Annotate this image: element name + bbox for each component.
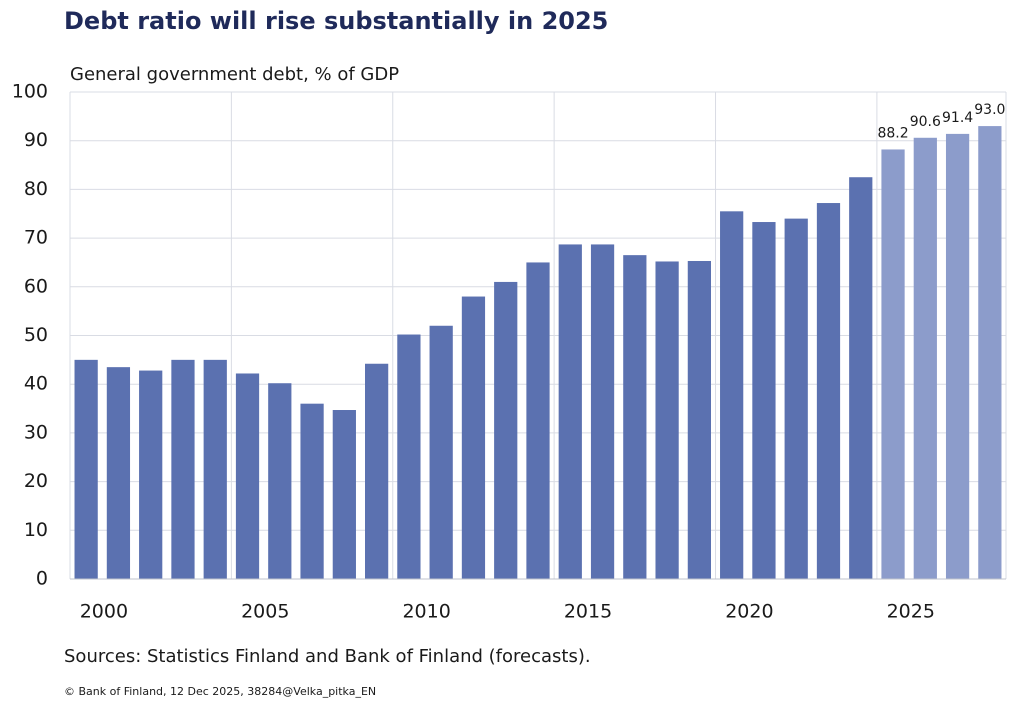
bar <box>235 373 260 579</box>
value-label: 93.0 <box>974 102 1005 118</box>
y-tick-label: 20 <box>24 470 48 492</box>
value-label: 90.6 <box>910 114 941 130</box>
bar <box>590 244 615 579</box>
x-tick-label: 2005 <box>241 601 289 623</box>
y-tick-label: 50 <box>24 324 48 346</box>
footer: © Bank of Finland, 12 Dec 2025, 38284@Ve… <box>64 685 376 698</box>
bar <box>978 126 1002 579</box>
source: Sources: Statistics Finland and Bank of … <box>64 646 591 667</box>
bar <box>429 325 453 579</box>
y-tick-label: 80 <box>24 178 48 200</box>
bar <box>106 367 131 579</box>
value-label: 91.4 <box>942 110 973 126</box>
y-tick-label: 90 <box>24 129 48 151</box>
bar <box>526 262 550 579</box>
bar <box>139 370 163 579</box>
bar <box>720 211 744 579</box>
bar <box>913 137 937 579</box>
value-label: 88.2 <box>877 125 908 141</box>
bar <box>203 359 227 579</box>
y-tick-label: 10 <box>24 519 48 541</box>
y-tick-label: 60 <box>24 275 48 297</box>
bar <box>74 359 98 579</box>
x-tick-label: 2025 <box>887 601 935 623</box>
bar <box>655 261 679 579</box>
bar <box>494 281 518 579</box>
bar <box>752 222 776 580</box>
bar <box>171 359 195 579</box>
y-tick-label: 70 <box>24 227 48 249</box>
bar <box>816 203 841 579</box>
bar <box>365 363 389 579</box>
bar <box>558 244 582 579</box>
bar <box>623 255 647 579</box>
bar <box>945 133 970 579</box>
bar <box>784 218 808 579</box>
y-tick-label: 30 <box>24 421 48 443</box>
bar <box>461 296 486 579</box>
bar <box>397 334 421 579</box>
x-tick-label: 2020 <box>725 601 773 623</box>
x-tick-label: 2015 <box>564 601 612 623</box>
y-tick-label: 40 <box>24 373 48 395</box>
y-tick-label: 100 <box>12 81 48 103</box>
bar <box>268 383 292 579</box>
x-tick-label: 2000 <box>80 601 128 623</box>
x-tick-label: 2010 <box>402 601 450 623</box>
bar <box>300 403 324 579</box>
bar <box>881 149 905 579</box>
bar <box>332 410 356 579</box>
bar <box>849 177 873 579</box>
bar <box>687 260 711 579</box>
subtitle: General government debt, % of GDP <box>70 64 399 85</box>
y-tick-label: 0 <box>36 568 48 590</box>
chart-title: Debt ratio will rise substantially in 20… <box>64 7 608 35</box>
